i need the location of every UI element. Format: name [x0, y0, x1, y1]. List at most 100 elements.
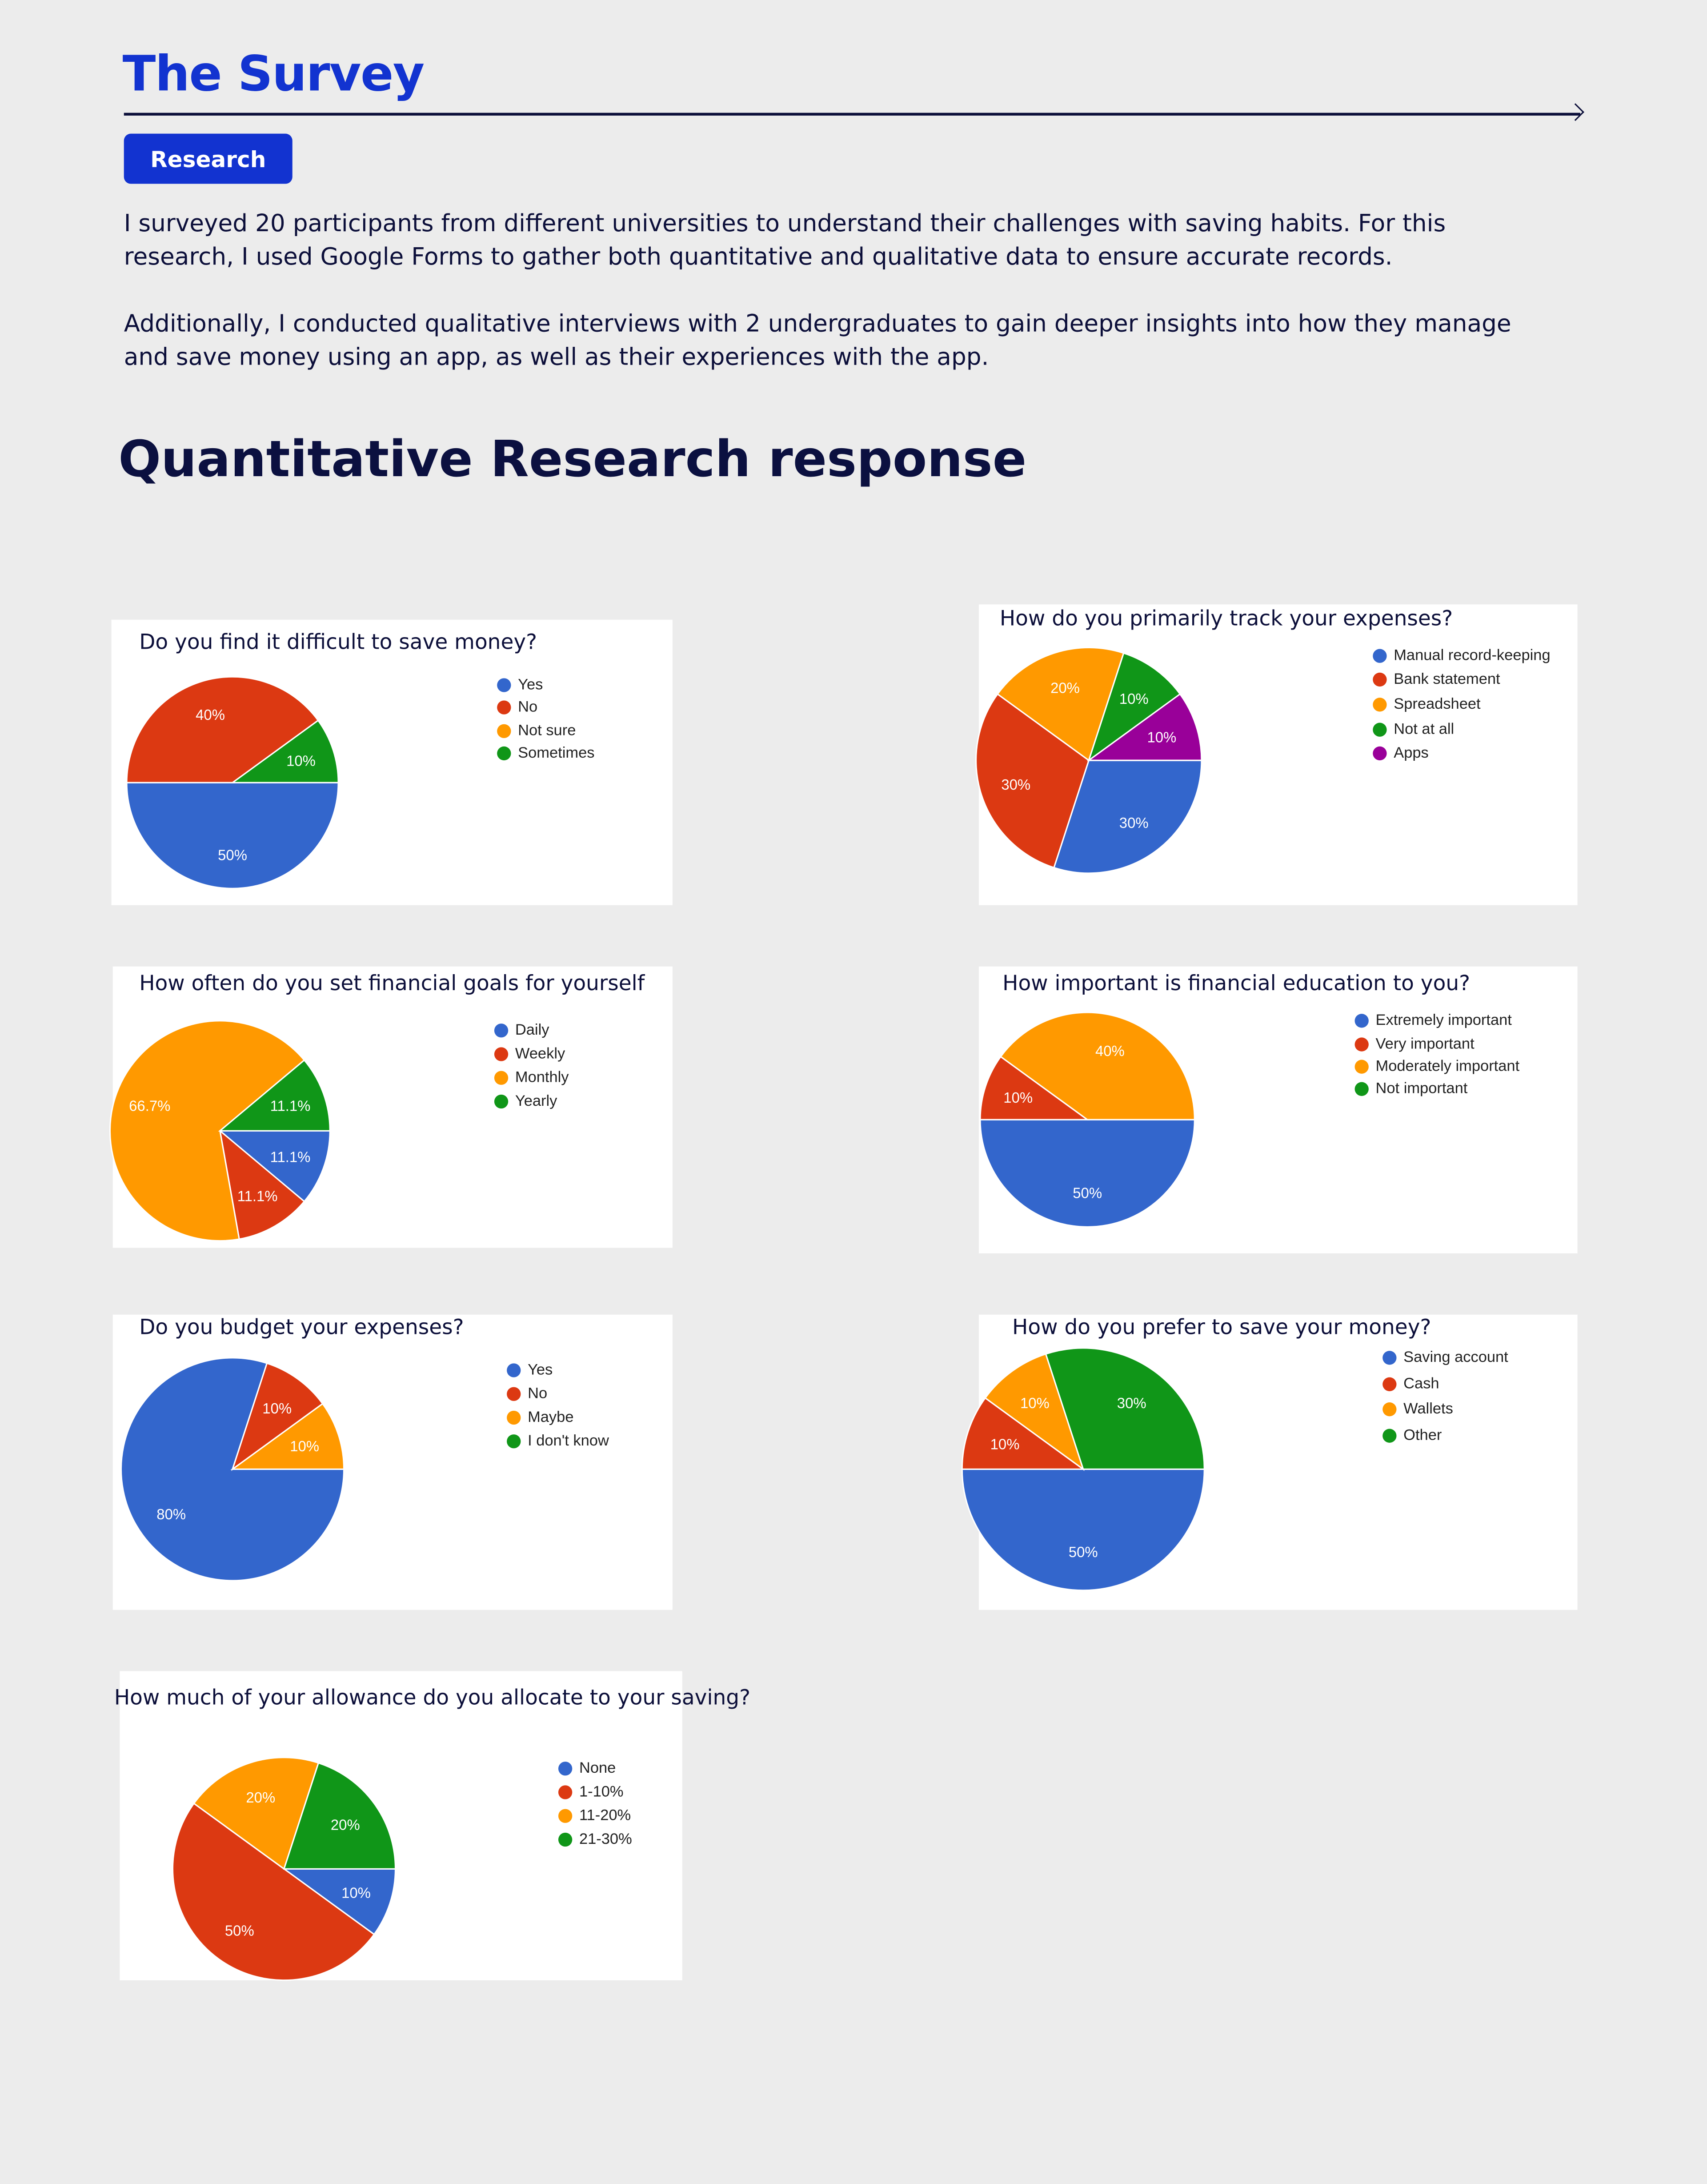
legend-item: Extremely important [1354, 1010, 1520, 1032]
legend-dot-icon [1382, 1351, 1397, 1365]
pie-slice-not-at-all [1087, 652, 1181, 763]
pie-slice-label: 10% [286, 753, 316, 769]
legend-label: Saving account [1403, 1349, 1508, 1367]
legend-label: Very important [1375, 1035, 1475, 1052]
pie-slice-label: 10% [290, 1438, 319, 1454]
legend-item: Not sure [497, 719, 594, 742]
legend-label: Maybe [528, 1409, 574, 1425]
pie-slice-label: 30% [1001, 776, 1030, 793]
legend-item: 21-30% [558, 1827, 632, 1851]
legend-label: Sometimes [518, 745, 595, 762]
legend-label: None [579, 1759, 616, 1776]
legend-label: Yes [518, 677, 543, 694]
legend-dot-icon [1382, 1429, 1397, 1443]
legend-item: Weekly [494, 1042, 569, 1065]
chart-title: Do you budget your expenses? [139, 1314, 464, 1340]
pie-slice-11-20- [193, 1757, 320, 1870]
legend-dot-icon [494, 1070, 509, 1084]
legend-item: Yes [507, 1358, 609, 1381]
intro-paragraph: I surveyed 20 participants from differen… [124, 210, 1446, 272]
chart-title: How often do you set financial goals for… [139, 971, 645, 996]
pie-slice-cash [961, 1397, 1086, 1470]
pie-slice-none [282, 1868, 397, 1935]
pie-slice-manual-record-keeping [1053, 759, 1202, 874]
legend-label: No [528, 1385, 548, 1402]
pie-slice-saving-account [961, 1468, 1205, 1591]
pie-slice-label: 80% [156, 1506, 186, 1522]
pie-slice-label: 30% [1117, 1395, 1146, 1411]
legend-label: 21-30% [579, 1831, 632, 1847]
pie-slice-label: 10% [990, 1436, 1020, 1453]
pie-slice-label: 30% [1119, 815, 1149, 831]
pie-slice-label: 20% [246, 1789, 275, 1806]
pie-slice-yes [126, 782, 339, 889]
chart-legend: Yes No Not sure Sometimes [497, 674, 595, 765]
section-title: Quantitative Research response [118, 431, 1027, 489]
legend-item: Not important [1354, 1078, 1520, 1101]
pie-slice-other [1045, 1347, 1205, 1470]
pie-slice-wallets [984, 1353, 1085, 1471]
pie-slice-extremely-important [979, 1119, 1195, 1228]
legend-item: Spreadsheet [1373, 692, 1550, 717]
legend-dot-icon [558, 1832, 573, 1846]
pie-slice-label: 50% [1073, 1185, 1102, 1201]
legend-item: 1-10% [558, 1780, 632, 1803]
legend-item: Saving account [1382, 1345, 1508, 1371]
legend-item: No [497, 697, 594, 719]
pie-slice-label: 20% [331, 1817, 360, 1833]
research-tag-button[interactable]: Research [124, 133, 293, 184]
legend-dot-icon [507, 1362, 521, 1377]
chart-title: Do you find it difficult to save money? [139, 629, 537, 655]
pie-slice-label: 10% [1119, 691, 1149, 707]
pie-slice-no [231, 1362, 324, 1471]
legend-label: Manual record-keeping [1394, 647, 1551, 664]
pie-slice-daily [218, 1130, 331, 1203]
legend-label: Extremely important [1375, 1012, 1512, 1030]
legend-label: I don't know [528, 1432, 609, 1449]
pie-slice-weekly [219, 1129, 305, 1240]
legend-label: Bank statement [1394, 671, 1500, 689]
pie-slice-label: 40% [1095, 1043, 1125, 1059]
legend-dot-icon [1373, 722, 1387, 736]
legend-item: I don't know [507, 1429, 609, 1453]
legend-item: Cash [1382, 1371, 1508, 1397]
legend-item: Other [1382, 1423, 1508, 1449]
legend-item: Yes [497, 674, 594, 697]
legend-dot-icon [507, 1410, 521, 1424]
legend-dot-icon [1354, 1014, 1369, 1028]
pie-slice-label: 10% [341, 1884, 371, 1901]
legend-label: Other [1403, 1427, 1442, 1445]
legend-item: Monthly [494, 1065, 569, 1089]
legend-label: Wallets [1403, 1401, 1453, 1418]
legend-label: Weekly [515, 1045, 565, 1062]
legend-label: Yearly [515, 1092, 557, 1109]
divider-line [124, 112, 1580, 116]
legend-dot-icon [497, 746, 511, 761]
legend-label: Spreadsheet [1394, 696, 1481, 713]
pie-slice-label: 11.1% [237, 1188, 278, 1204]
pie-slice-label: 50% [225, 1923, 254, 1939]
legend-label: No [518, 699, 538, 717]
legend-dot-icon [497, 678, 511, 693]
chart-legend: Manual record-keeping Bank statement Sprea… [1373, 643, 1551, 766]
legend-item: Wallets [1382, 1397, 1508, 1423]
legend-dot-icon [494, 1094, 509, 1108]
chart-title: How do you primarily track your expenses… [999, 606, 1453, 631]
legend-dot-icon [1354, 1060, 1369, 1074]
legend-item: Bank statement [1373, 668, 1550, 692]
legend-item: Daily [494, 1018, 569, 1042]
legend-dot-icon [494, 1046, 509, 1061]
legend-dot-icon [1373, 673, 1387, 687]
pie-slice-label: 10% [1020, 1395, 1050, 1411]
pie-slice-label: 11.1% [270, 1097, 311, 1114]
legend-label: 1-10% [579, 1783, 624, 1800]
pie-slice-label: 66.7% [129, 1097, 170, 1114]
legend-dot-icon [558, 1808, 573, 1823]
pie-slice-1-10- [172, 1803, 374, 1980]
